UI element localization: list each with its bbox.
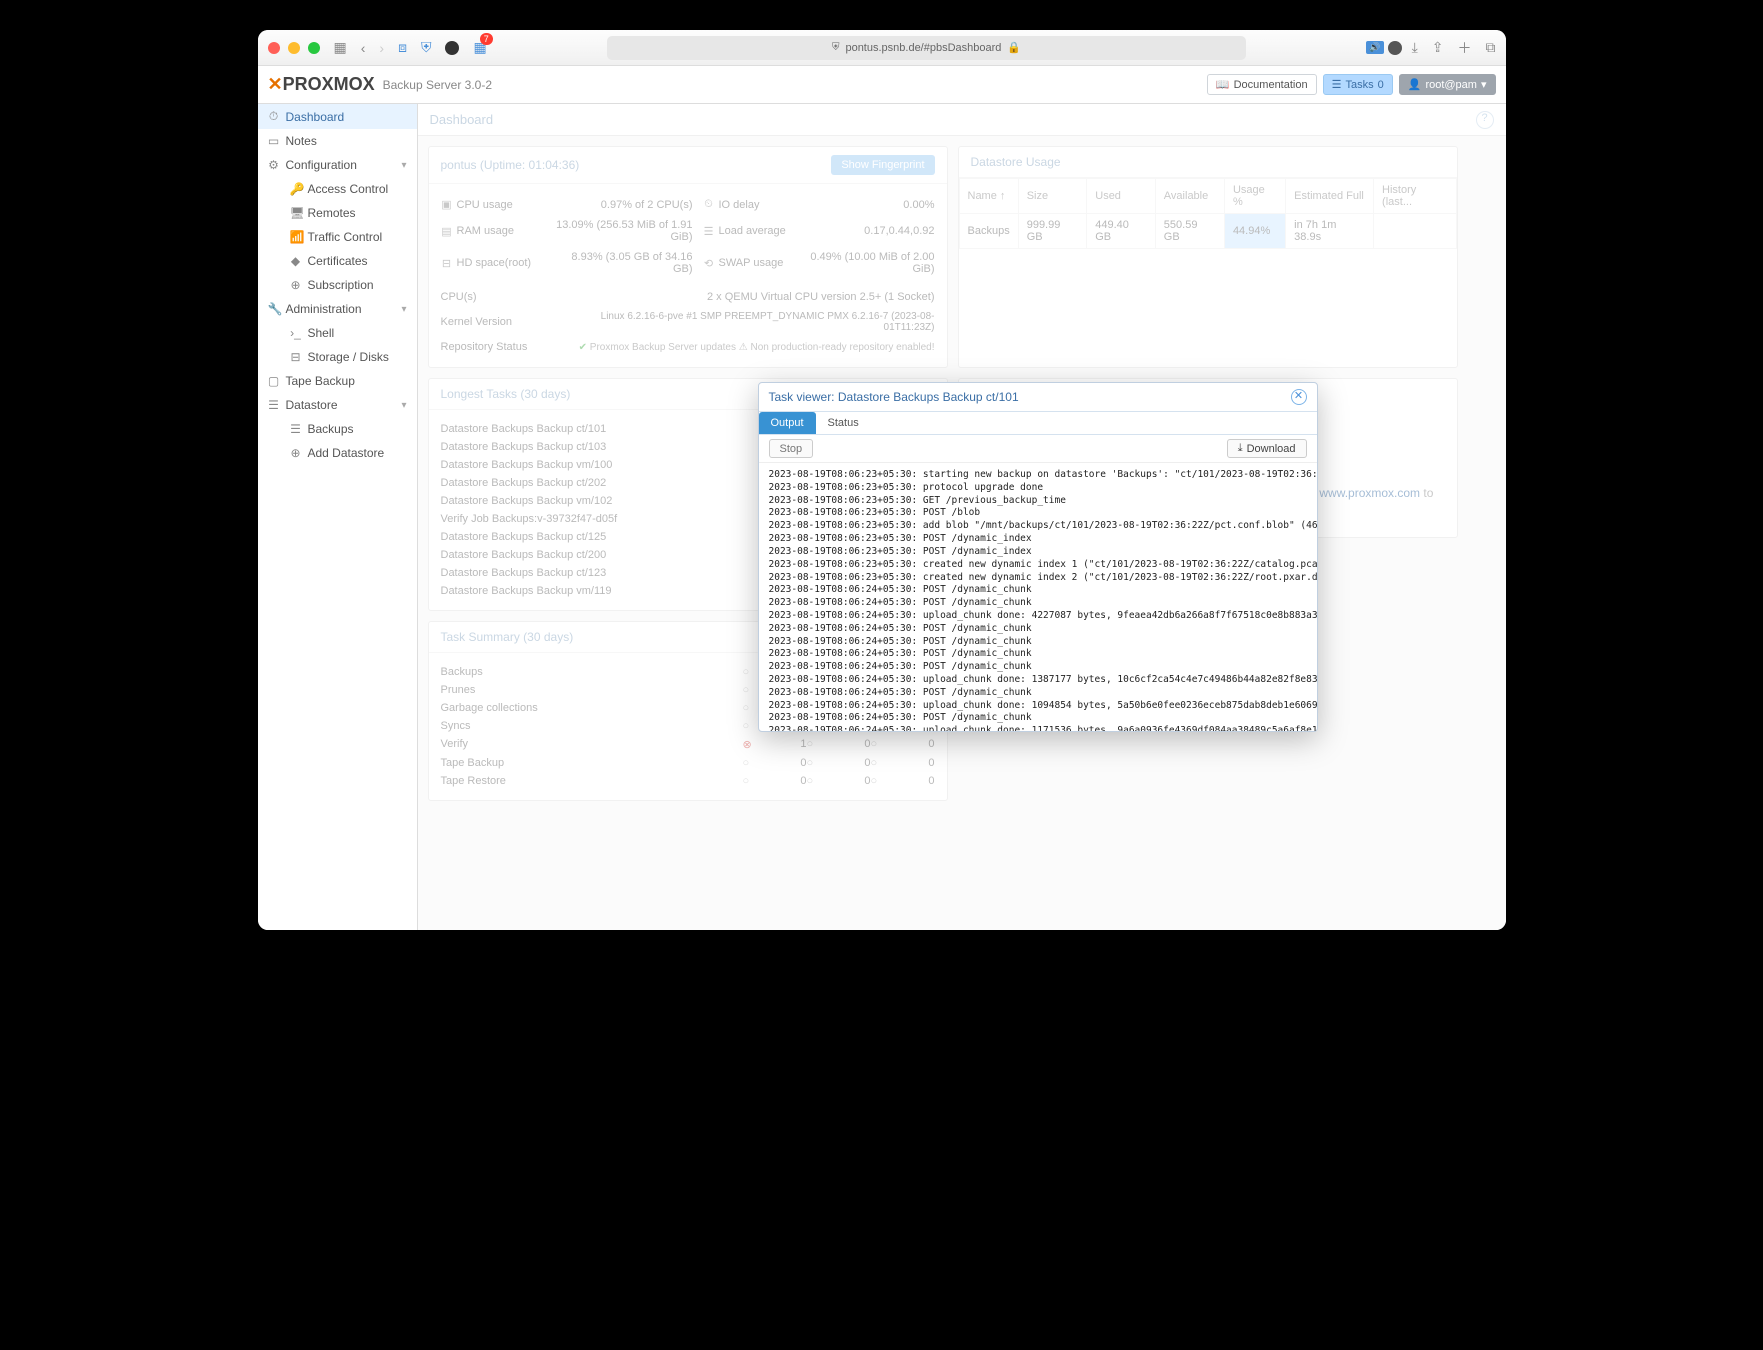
chevron-down-icon: ▾ [401,400,406,411]
terminal-icon: ›_ [290,326,302,340]
host-uptime-label: pontus (Uptime: 01:04:36) [441,158,580,172]
database-icon: ☰ [268,398,280,412]
panel-datastore-usage: Datastore Usage Name ↑ Size Used Availab… [958,146,1458,368]
modal-title-text: Task viewer: Datastore Backups Backup ct… [769,390,1019,404]
url-bar[interactable]: ⛨ pontus.psnb.de/#pbsDashboard 🔒 [607,36,1247,60]
hdd-icon: ⊟ [441,257,453,270]
summary-row: Tape Restore○0○0○0 [441,772,935,790]
plus-icon: ⊕ [290,446,302,460]
extension-dark-icon[interactable] [445,41,459,55]
show-fingerprint-button[interactable]: Show Fingerprint [831,155,934,175]
documentation-button[interactable]: 📖Documentation [1207,74,1317,95]
clock-icon: ⏲ [703,198,715,211]
datastore-table: Name ↑ Size Used Available Usage % Estim… [959,178,1457,249]
browser-window: ▦ ‹ › ⧈ ⛨ ▦ ⛨ pontus.psnb.de/#pbsDashboa… [258,30,1506,930]
minimize-window-icon[interactable] [288,42,300,54]
key-icon: 🔑 [290,182,302,196]
extension-shield-icon[interactable]: ⛨ [421,39,432,56]
version-label: Backup Server 3.0-2 [383,78,492,92]
panel-host-status: pontus (Uptime: 01:04:36) Show Fingerpri… [428,146,948,368]
table-row[interactable]: Backups 999.99 GB 449.40 GB 550.59 GB 44… [959,214,1456,249]
sidebar-item-certs[interactable]: ◆Certificates [266,249,417,273]
tab-status[interactable]: Status [816,412,871,434]
new-tab-icon[interactable]: ＋ [1458,38,1472,58]
titlebar: ▦ ‹ › ⧈ ⛨ ▦ ⛨ pontus.psnb.de/#pbsDashboa… [258,30,1506,66]
sidebar-item-configuration[interactable]: ⚙Configuration▾ [258,153,417,177]
extension-badge-icon[interactable]: ▦ [473,39,486,56]
close-modal-button[interactable]: ✕ [1291,389,1307,405]
close-window-icon[interactable] [268,42,280,54]
download-icon[interactable]: ⤓ [1412,39,1418,56]
summary-row: Tape Backup○0○0○0 [441,754,935,772]
stop-button[interactable]: Stop [769,439,814,458]
tabs-overview-icon[interactable]: ⧉ [1486,39,1496,56]
signal-icon: 📶 [290,230,302,244]
sidebar-item-shell[interactable]: ›_Shell [266,321,417,345]
download-icon: ⤓ [1238,442,1243,455]
sidebar-item-traffic[interactable]: 📶Traffic Control [266,225,417,249]
sidebar-item-storage[interactable]: ⊟Storage / Disks [266,345,417,369]
main-content: Dashboard ? pontus (Uptime: 01:04:36) Sh… [418,104,1506,930]
url-text: pontus.psnb.de/#pbsDashboard [845,42,1001,54]
cpu-icon: ▣ [441,198,453,211]
lock-icon: 🔒 [1007,41,1021,54]
app-body: ⏱Dashboard ▭Notes ⚙Configuration▾ 🔑Acces… [258,104,1506,930]
sidebar-item-backups[interactable]: ☰Backups [266,417,417,441]
summary-row: Verify⊗1○0○0 [441,735,935,754]
sidebar-item-admin[interactable]: 🔧Administration▾ [258,297,417,321]
zoom-window-icon[interactable] [308,42,320,54]
reader-icon[interactable] [1388,41,1402,55]
dashboard-icon: ⏱ [268,109,280,124]
tab-output[interactable]: Output [759,412,816,434]
chevron-down-icon: ▾ [1481,78,1487,91]
tasks-button[interactable]: ☰Tasks 0 [1323,74,1393,95]
support-icon: ⊕ [290,278,302,292]
sidebar-toggle-icon[interactable]: ▦ [334,39,347,56]
server-icon: 🖥 [290,206,302,220]
help-icon[interactable]: ? [1476,111,1494,129]
task-log-output[interactable]: 2023-08-19T08:06:23+05:30: starting new … [759,463,1317,731]
sidebar-item-add-datastore[interactable]: ⊕Add Datastore [266,441,417,465]
share-icon[interactable]: ⇪ [1432,39,1444,56]
gears-icon: ⚙ [268,158,280,172]
download-log-button[interactable]: ⤓Download [1227,439,1307,458]
ram-icon: ▤ [441,225,453,238]
tape-icon: ▢ [268,374,280,388]
disk-icon: ⊟ [290,350,302,364]
logo: ✕ PROXMOX [268,74,375,95]
notes-icon: ▭ [268,134,280,148]
sidebar-item-notes[interactable]: ▭Notes [258,129,417,153]
window-controls[interactable] [268,42,320,54]
database-icon: ☰ [290,422,302,436]
chevron-down-icon: ▾ [401,160,406,171]
sidebar: ⏱Dashboard ▭Notes ⚙Configuration▾ 🔑Acces… [258,104,418,930]
extension-1pw-icon[interactable]: ⧈ [398,39,407,56]
sidebar-item-datastore[interactable]: ☰Datastore▾ [258,393,417,417]
cert-icon: ◆ [290,254,302,268]
app-header: ✕ PROXMOX Backup Server 3.0-2 📖Documenta… [258,66,1506,104]
user-menu-button[interactable]: 👤root@pam ▾ [1399,74,1496,95]
list-icon: ☰ [1332,78,1342,91]
sidebar-item-tape[interactable]: ▢Tape Backup [258,369,417,393]
load-icon: ☰ [703,225,715,238]
nav-back-icon[interactable]: ‹ [361,40,366,56]
shield-icon: ⛨ [832,42,840,53]
audio-icon[interactable]: 🔊 [1366,41,1383,54]
wrench-icon: 🔧 [268,302,280,316]
app-root: ✕ PROXMOX Backup Server 3.0-2 📖Documenta… [258,66,1506,930]
sidebar-item-remotes[interactable]: 🖥Remotes [266,201,417,225]
nav-forward-icon[interactable]: › [379,40,384,56]
chevron-down-icon: ▾ [401,304,406,315]
sidebar-item-subscription[interactable]: ⊕Subscription [266,273,417,297]
table-header-row: Name ↑ Size Used Available Usage % Estim… [959,179,1456,214]
user-icon: 👤 [1408,78,1422,91]
swap-icon: ⟲ [703,257,715,270]
book-icon: 📖 [1216,78,1230,91]
sidebar-item-access[interactable]: 🔑Access Control [266,177,417,201]
page-title: Dashboard [430,112,494,127]
sidebar-item-dashboard[interactable]: ⏱Dashboard [258,104,417,129]
task-viewer-modal: Task viewer: Datastore Backups Backup ct… [758,382,1318,732]
breadcrumb: Dashboard ? [418,104,1506,136]
proxmox-link[interactable]: www.proxmox.com [1319,486,1420,500]
